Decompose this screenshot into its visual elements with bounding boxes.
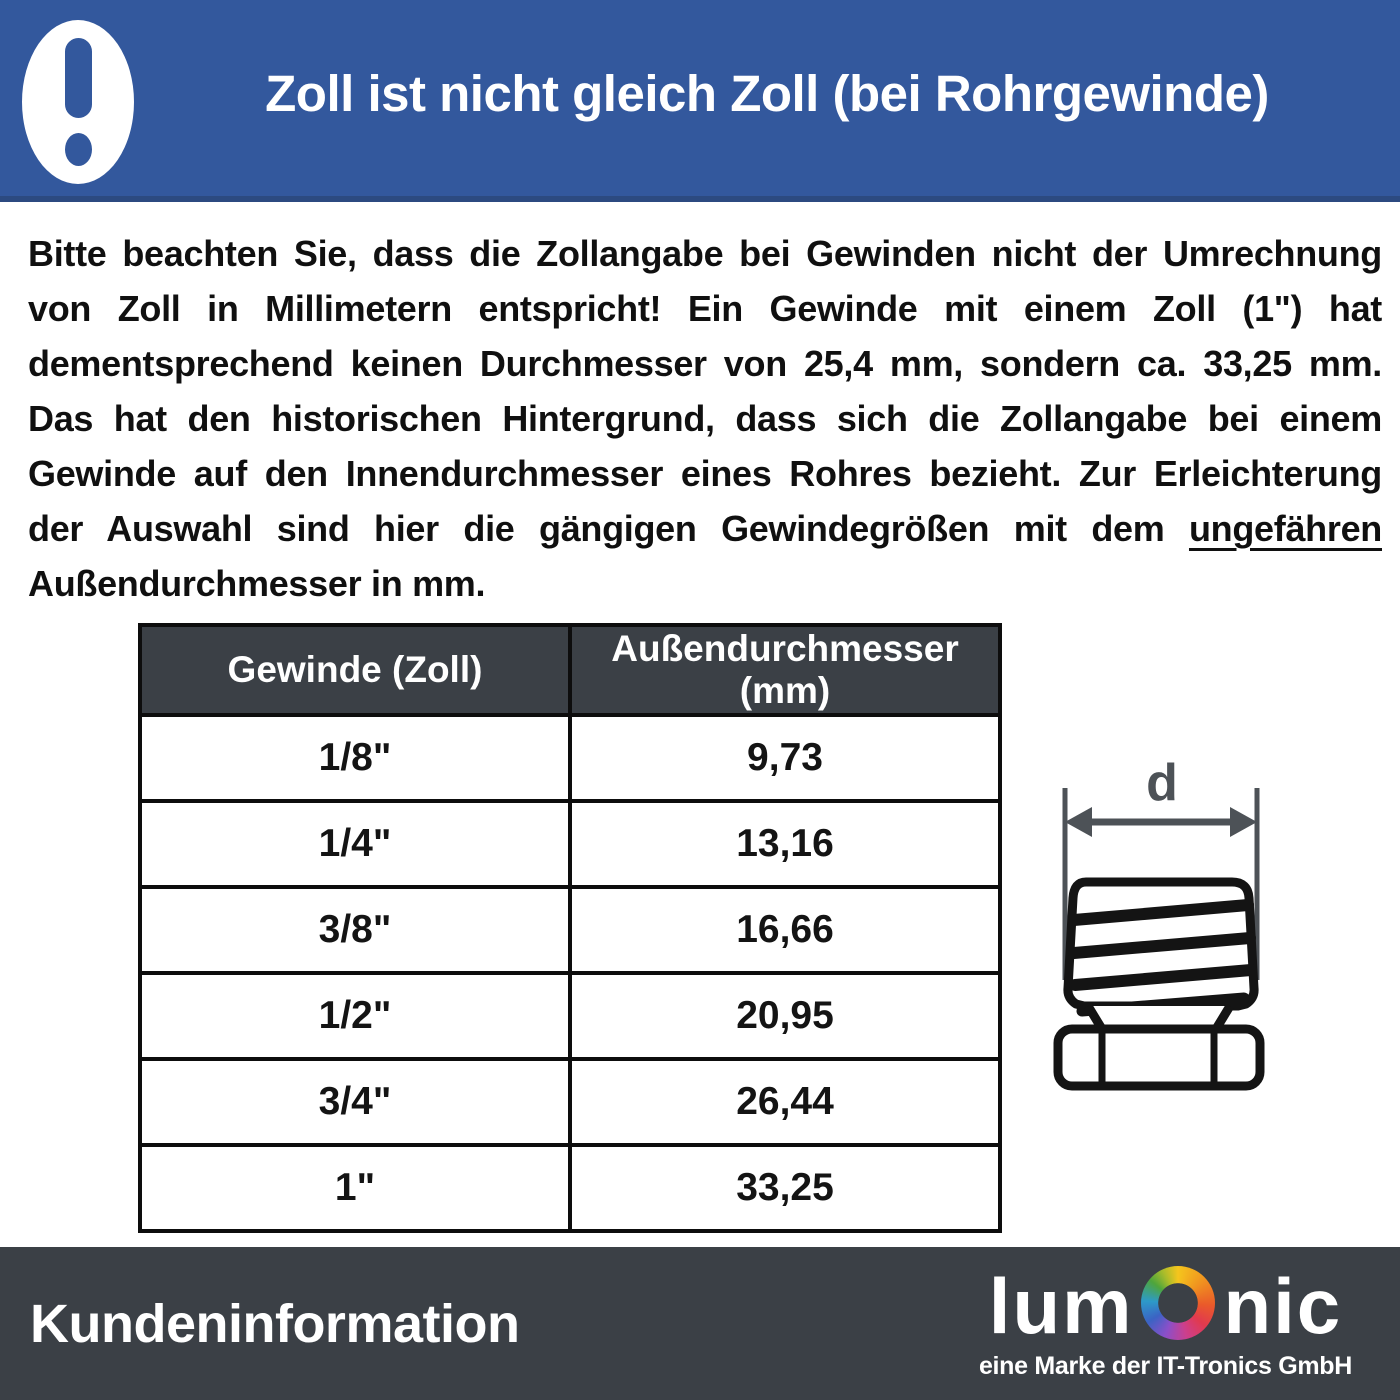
footer-label: Kundeninformation — [30, 1293, 520, 1354]
header-band: Zoll ist nicht gleich Zoll (bei Rohrgewi… — [0, 0, 1400, 202]
thread-ridge — [1068, 899, 1254, 926]
lumonic-logo: lum nic eine Marke der IT-Tronics GmbH — [979, 1266, 1352, 1381]
cell-gewinde: 3/4" — [138, 1057, 572, 1147]
page-title: Zoll ist nicht gleich Zoll (bei Rohrgewi… — [265, 64, 1269, 122]
intro-line: der Auswahl sind hier die gängigen Gewin… — [28, 501, 1382, 556]
intro-line: Das hat den historischen Hintergrund, da… — [28, 398, 1382, 439]
cell-gewinde: 1/2" — [138, 971, 572, 1061]
exclamation-bar — [64, 38, 92, 118]
table-body: 1/8" 9,73 1/4" 13,16 3/8" 16,66 1/2" 20,… — [138, 713, 1002, 1233]
cell-durchmesser: 33,25 — [568, 1143, 1002, 1233]
table-row: 1/4" 13,16 — [138, 799, 1002, 889]
cell-durchmesser: 9,73 — [568, 713, 1002, 803]
intro-line-last: Außendurchmesser in mm. — [28, 563, 486, 604]
thread-ridge — [1068, 932, 1256, 959]
cell-durchmesser: 16,66 — [568, 885, 1002, 975]
thread-ridge — [1069, 964, 1257, 991]
intro-line: Bitte beachten Sie, dass die Zollangabe … — [28, 233, 1382, 274]
footer-band: Kundeninformation lum nic eine Marke der… — [0, 1247, 1400, 1400]
cell-durchmesser: 20,95 — [568, 971, 1002, 1061]
intro-line: von Zoll in Millimetern entspricht! Ein … — [28, 288, 1382, 329]
thread-diagram: d — [1053, 754, 1265, 1091]
exclamation-dot — [64, 133, 92, 166]
intro-paragraph: Bitte beachten Sie, dass die Zollangabe … — [28, 226, 1382, 611]
table-head: Gewinde (Zoll) Außendurchmesser (mm) — [138, 623, 1002, 717]
intro-line: dementsprechend keinen Durchmesser von 2… — [28, 343, 1382, 384]
exclamation-icon — [22, 20, 134, 184]
cell-gewinde: 1/8" — [138, 713, 572, 803]
table-row: 3/4" 26,44 — [138, 1057, 1002, 1147]
cell-durchmesser: 26,44 — [568, 1057, 1002, 1147]
rainbow-ring-o-icon — [1141, 1266, 1216, 1340]
table-row: 1/8" 9,73 — [138, 713, 1002, 803]
cell-durchmesser: 13,16 — [568, 799, 1002, 889]
lumonic-wordmark: lum nic — [989, 1266, 1342, 1346]
logo-tagline: eine Marke der IT-Tronics GmbH — [978, 1352, 1352, 1380]
column-header-aussendurchmesser-mm: Außendurchmesser (mm) — [568, 623, 1002, 717]
logo-text-lum: lum — [988, 1262, 1134, 1350]
cell-gewinde: 3/8" — [138, 885, 572, 975]
nut-base — [1053, 1024, 1265, 1091]
table-row: 1" 33,25 — [138, 1143, 1002, 1233]
dimension-arrowhead-right — [1230, 807, 1257, 837]
underlined-word: ungefähren — [1188, 508, 1382, 549]
logo-text-nic: nic — [1223, 1262, 1343, 1350]
table-row: 3/8" 16,66 — [138, 885, 1002, 975]
cell-gewinde: 1" — [138, 1143, 572, 1233]
intro-line: Gewinde auf den Innendurchmesser eines R… — [28, 453, 1382, 494]
table-row: 1/2" 20,95 — [138, 971, 1002, 1061]
cell-gewinde: 1/4" — [138, 799, 572, 889]
dimension-arrowhead-left — [1065, 807, 1092, 837]
dimension-label: d — [1146, 754, 1178, 812]
thread-size-table: Gewinde (Zoll) Außendurchmesser (mm) 1/8… — [138, 623, 1002, 1233]
intro-line-prefix: der Auswahl sind hier die gängigen Gewin… — [28, 508, 1165, 549]
column-header-gewinde-zoll: Gewinde (Zoll) — [138, 623, 572, 717]
table-header-row: Gewinde (Zoll) Außendurchmesser (mm) — [138, 623, 1002, 717]
